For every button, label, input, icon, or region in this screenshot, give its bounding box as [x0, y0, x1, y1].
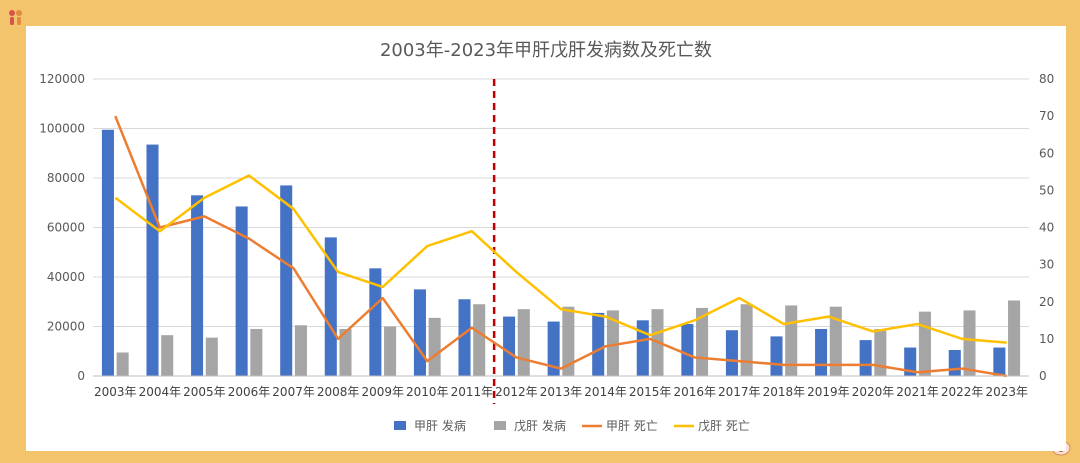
- bar: [116, 352, 129, 376]
- x-tick-label: 2007年: [272, 385, 315, 399]
- x-tick-label: 2011年: [451, 385, 494, 399]
- bar: [592, 312, 605, 376]
- x-tick-label: 2006年: [228, 385, 271, 399]
- x-tick-label: 2018年: [763, 385, 806, 399]
- x-tick-label: 2023年: [985, 385, 1028, 399]
- legend-swatch: [494, 421, 506, 430]
- legend-label: 戊肝 发病: [514, 418, 566, 433]
- y-right-tick-label: 80: [1039, 72, 1054, 86]
- y-left-tick-label: 80000: [47, 171, 85, 185]
- y-left-tick-label: 100000: [39, 122, 85, 136]
- mascot-icon: [9, 10, 22, 25]
- bar: [547, 321, 560, 376]
- bar: [606, 310, 619, 376]
- bar: [161, 335, 174, 376]
- x-tick-label: 2003年: [94, 385, 137, 399]
- bar: [904, 347, 917, 376]
- x-tick-label: 2012年: [495, 385, 538, 399]
- bar: [294, 325, 307, 376]
- x-tick-label: 2022年: [941, 385, 984, 399]
- x-tick-label: 2014年: [584, 385, 627, 399]
- bar: [517, 309, 530, 376]
- bar: [1008, 300, 1021, 376]
- bar: [413, 289, 426, 376]
- bar: [993, 347, 1006, 376]
- bar: [503, 316, 516, 376]
- x-tick-label: 2017年: [718, 385, 761, 399]
- y-right-tick-label: 70: [1039, 109, 1054, 123]
- x-tick-label: 2009年: [361, 385, 404, 399]
- bar: [829, 306, 842, 376]
- bar: [101, 129, 114, 376]
- bar: [681, 324, 694, 376]
- bar: [874, 328, 887, 376]
- bar: [636, 320, 649, 376]
- y-left-tick-label: 60000: [47, 221, 85, 235]
- chart-title: 2003年-2023年甲肝戊肝发病数及死亡数: [380, 40, 712, 61]
- y-right-tick-label: 50: [1039, 183, 1054, 197]
- y-left-tick-label: 40000: [47, 270, 85, 284]
- x-tick-label: 2008年: [317, 385, 360, 399]
- bar: [235, 206, 248, 376]
- bar: [948, 350, 961, 376]
- x-tick-label: 2004年: [139, 385, 182, 399]
- bar: [458, 299, 471, 376]
- bar: [740, 304, 753, 376]
- x-tick-label: 2005年: [183, 385, 226, 399]
- chart-frame: 2003年-2023年甲肝戊肝发病数及死亡数 0 20000 40000 60000 8…: [6, 6, 1074, 457]
- legend-label: 戊肝 死亡: [698, 419, 750, 433]
- y-right-tick-label: 0: [1039, 369, 1047, 383]
- y-right-tick-label: 10: [1039, 332, 1054, 346]
- bar: [146, 144, 159, 376]
- chart: 2003年-2023年甲肝戊肝发病数及死亡数 0 20000 40000 60000 8…: [39, 40, 1054, 433]
- bar: [859, 340, 872, 376]
- x-tick-label: 2016年: [673, 385, 716, 399]
- x-tick-label: 2013年: [540, 385, 583, 399]
- bar: [324, 237, 337, 376]
- x-tick-label: 2015年: [629, 385, 672, 399]
- bar: [562, 306, 575, 376]
- x-tick-label: 2021年: [896, 385, 939, 399]
- bar: [205, 337, 218, 376]
- y-right-tick-label: 40: [1039, 221, 1054, 235]
- legend-swatch: [394, 421, 406, 430]
- series-line: [114, 115, 1007, 378]
- bar: [369, 268, 382, 376]
- y-left-tick-label: 120000: [39, 72, 85, 86]
- legend-label: 甲肝 发病: [414, 418, 466, 433]
- x-tick-label: 2020年: [852, 385, 895, 399]
- bar: [384, 326, 397, 376]
- bar: [963, 310, 976, 376]
- legend-label: 甲肝 死亡: [606, 419, 658, 433]
- bar: [918, 311, 931, 376]
- y-right-tick-label: 20: [1039, 295, 1054, 309]
- bar: [250, 328, 263, 376]
- x-tick-label: 2010年: [406, 385, 449, 399]
- bar: [770, 336, 783, 376]
- bar: [725, 330, 738, 376]
- y-left-tick-label: 20000: [47, 320, 85, 334]
- bar: [473, 304, 486, 376]
- x-tick-label: 2019年: [807, 385, 850, 399]
- y-right-tick-label: 30: [1039, 258, 1054, 272]
- series-line: [114, 174, 1007, 344]
- y-left-tick-label: 0: [77, 369, 85, 383]
- y-right-tick-label: 60: [1039, 146, 1054, 160]
- bar: [191, 195, 204, 376]
- chart-panel: 2003年-2023年甲肝戊肝发病数及死亡数 0 20000 40000 60000 8…: [26, 26, 1066, 451]
- bar: [339, 328, 352, 376]
- bar: [280, 185, 293, 376]
- bar: [428, 317, 441, 376]
- bar: [815, 328, 828, 376]
